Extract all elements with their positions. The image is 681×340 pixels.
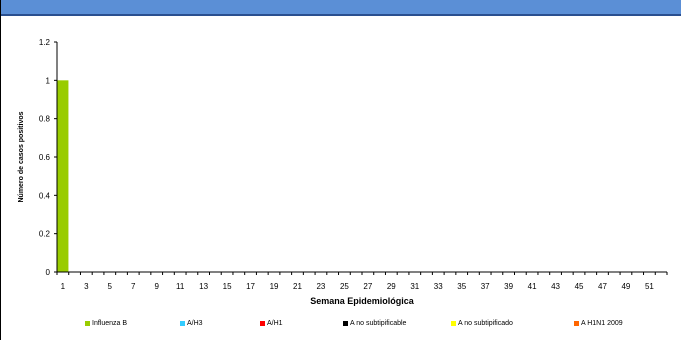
x-tick-label: 21 [293,282,302,291]
legend-item: A no subtipificado [451,320,513,327]
x-tick-label: 15 [223,282,232,291]
legend-label: A/H1 [267,320,283,327]
bar-chart: 00.20.40.60.811.2 1 3 5 7 9 11 13 15 17 19 21 23 25 2… [18,38,668,306]
x-axis-label: Semana Epidemiológica [310,296,415,306]
x-tick-label: 29 [387,282,396,291]
x-tick-label: 45 [575,282,584,291]
legend-item: A/H3 [180,320,203,327]
x-tick-label: 39 [504,282,513,291]
x-tick-label: 27 [363,282,372,291]
legend-label: Influenza B [92,320,128,327]
y-tick-label: 1.2 [39,38,51,47]
x-tick-label: 13 [199,282,208,291]
x-tick-label: 33 [434,282,443,291]
x-tick-label: 19 [270,282,279,291]
x-tick-label: 3 [84,282,89,291]
x-tick-label: 9 [154,282,159,291]
x-tick-label: 5 [108,282,113,291]
legend-label: A H1N1 2009 [581,320,623,327]
x-tick-label: 49 [621,282,630,291]
y-tick-label: 0.8 [39,115,51,124]
x-tick-label: 31 [410,282,419,291]
x-tick-label: 1 [61,282,66,291]
x-tick-label: 47 [598,282,607,291]
y-tick-label: 1 [46,76,51,85]
legend-swatch [260,321,265,326]
y-tick-label: 0.6 [39,153,51,162]
x-tick-label: 25 [340,282,349,291]
x-tick-label: 35 [457,282,466,291]
legend-item: A/H1 [260,320,283,327]
y-tick-label: 0.2 [39,230,51,239]
legend-swatch [85,321,90,326]
y-axis-label: Número de casos positivos [18,111,25,202]
legend-label: A no subtipificado [458,320,513,327]
bar [57,80,69,272]
frame-border [0,0,1,340]
legend-swatch [574,321,579,326]
legend-item: A no subtipificable [343,320,406,327]
x-tick-label: 37 [481,282,490,291]
legend-swatch [343,321,348,326]
legend-swatch [180,321,185,326]
x-axis-ticks: 1 3 5 7 9 11 13 15 17 19 21 23 25 27 29 31 33 35 37 39 41 43 4… [56,272,668,291]
y-tick-label: 0 [46,268,51,277]
x-tick-label: 7 [131,282,136,291]
y-axis-ticks: 0 0.2 0.4 0.6 0.8 1 1.2 [39,38,57,277]
bars-layer [57,80,69,272]
legend-label: A no subtipificable [350,320,407,327]
legend-label: A/H3 [187,320,203,327]
legend-item: A H1N1 2009 [574,320,623,327]
x-tick-label: 23 [316,282,325,291]
x-tick-label: 51 [645,282,654,291]
chart-legend: Influenza B A/H3 A/H1 A no subtipificable A … [0,320,681,334]
x-tick-label: 17 [246,282,255,291]
header-bar [0,0,681,16]
legend-swatch [451,321,456,326]
x-tick-label: 43 [551,282,560,291]
x-tick-label: 41 [528,282,537,291]
x-tick-label: 11 [176,282,185,291]
y-tick-label: 0.4 [39,191,51,200]
legend-item: Influenza B [85,320,127,327]
